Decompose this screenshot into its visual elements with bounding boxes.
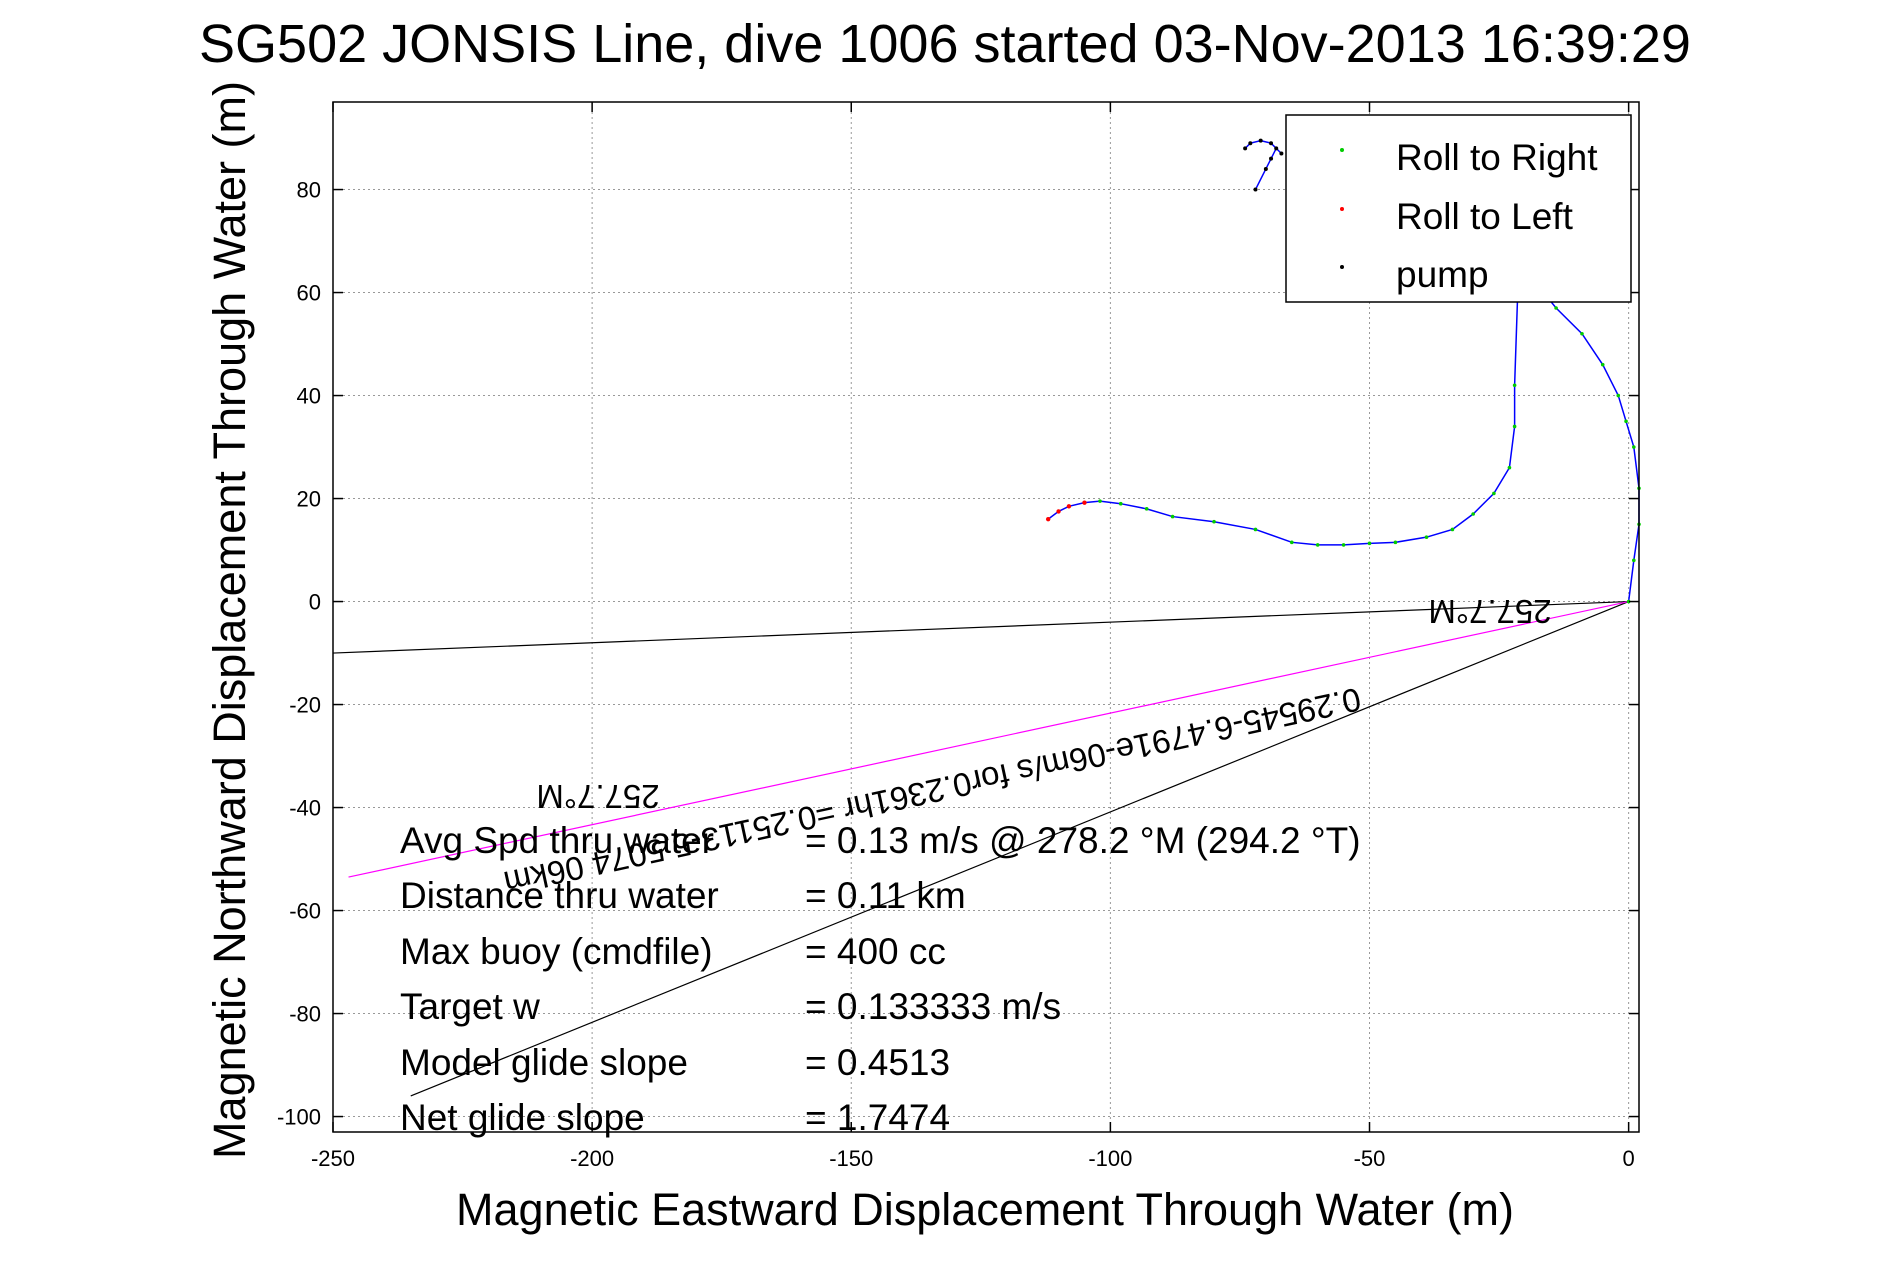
dive-track-line xyxy=(1047,230,1640,602)
roll-right-point xyxy=(1253,527,1258,532)
roll-left-point xyxy=(1066,504,1072,509)
track-markers xyxy=(1045,138,1641,604)
heading-label-right: 257.7°M xyxy=(1428,593,1551,630)
stat-value: = 400 cc xyxy=(805,931,946,972)
roll-right-point xyxy=(1632,445,1636,449)
y-tick-label: -40 xyxy=(289,796,321,821)
pump-point xyxy=(1263,166,1268,171)
legend-label: pump xyxy=(1396,254,1489,295)
roll-left-point xyxy=(1056,509,1061,514)
axes-box xyxy=(332,101,1640,1133)
roll-right-point xyxy=(1632,558,1636,563)
y-tick-label: -100 xyxy=(277,1105,321,1130)
roll-right-point xyxy=(1289,540,1294,545)
roll-right-point xyxy=(1554,306,1558,310)
stat-value: = 1.7474 xyxy=(805,1097,950,1138)
roll-right-point xyxy=(1315,543,1320,547)
roll-right-point xyxy=(1424,535,1429,539)
roll-right-point xyxy=(1616,393,1621,398)
y-tick-label: -20 xyxy=(289,693,321,718)
stat-value: = 0.4513 xyxy=(805,1042,950,1083)
y-tick-label: 80 xyxy=(297,178,321,203)
legend-label: Roll to Left xyxy=(1396,196,1574,237)
pump-point xyxy=(1243,146,1248,151)
roll-right-point xyxy=(1144,507,1149,511)
legend-label: Roll to Right xyxy=(1396,137,1598,178)
x-axis-label: Magnetic Eastward Displacement Through W… xyxy=(456,1184,1514,1235)
x-tick-label: -250 xyxy=(311,1146,355,1171)
axis-ticks: -250 -200 -150 -100 -50 0-100-80-60-40-200204… xyxy=(277,102,1639,1171)
roll-right-point xyxy=(1512,383,1517,388)
pump-point xyxy=(1279,151,1284,156)
chart-title: SG502 JONSIS Line, dive 1006 started 03-… xyxy=(199,14,1691,74)
legend-marker-roll-left xyxy=(1340,207,1344,211)
x-tick-label: 0 xyxy=(1623,1146,1635,1171)
track-lines xyxy=(332,139,1640,1097)
roll-right-point xyxy=(1450,527,1455,532)
roll-right-point xyxy=(1471,512,1475,516)
roll-right-point xyxy=(1600,362,1605,367)
heading-line xyxy=(410,600,1629,1097)
pump-point xyxy=(1248,141,1253,146)
pump-point xyxy=(1258,138,1263,143)
pump-point xyxy=(1269,156,1274,161)
stat-label: Net glide slope xyxy=(400,1097,645,1138)
stat-value: = 0.13 m/s @ 278.2 °M (294.2 °T) xyxy=(805,820,1361,861)
y-tick-label: 40 xyxy=(297,384,321,409)
y-axis-label: Magnetic Northward Displacement Through … xyxy=(204,81,255,1159)
x-tick-label: -200 xyxy=(570,1146,614,1171)
roll-right-point xyxy=(1624,419,1628,424)
x-tick-label: -150 xyxy=(829,1146,873,1171)
stat-label: Distance thru water xyxy=(400,875,719,916)
roll-right-point xyxy=(1367,541,1372,546)
roll-right-point xyxy=(1341,543,1346,547)
heading-label-left: 257.7°M xyxy=(536,778,659,815)
pump-point xyxy=(1269,141,1274,146)
roll-right-point xyxy=(1212,519,1216,524)
heading-line xyxy=(348,600,1629,878)
roll-right-point xyxy=(1393,540,1398,545)
y-tick-label: 0 xyxy=(309,590,321,615)
x-tick-label: -100 xyxy=(1088,1146,1132,1171)
dive-stats: Avg Spd thru water = 0.13 m/s @ 278.2 °M… xyxy=(400,820,1361,1138)
pump-point xyxy=(1253,187,1258,192)
roll-left-point xyxy=(1082,500,1087,505)
legend-marker-pump xyxy=(1340,265,1344,269)
roll-right-point xyxy=(1492,491,1496,496)
roll-right-point xyxy=(1626,599,1631,604)
stat-value: = 0.11 km xyxy=(805,875,966,916)
roll-left-point xyxy=(1045,516,1051,522)
roll-right-point xyxy=(1098,499,1102,503)
roll-right-point xyxy=(1580,331,1584,336)
roll-right-point xyxy=(1512,424,1517,429)
stat-label: Model glide slope xyxy=(400,1042,688,1083)
x-tick-label: -50 xyxy=(1354,1146,1386,1171)
roll-right-point xyxy=(1507,465,1512,470)
stat-label: Target w xyxy=(400,986,540,1027)
roll-right-point xyxy=(1170,514,1175,519)
y-tick-label: -80 xyxy=(289,1002,321,1027)
stat-label: Max buoy (cmdfile) xyxy=(400,931,713,972)
stat-value: = 0.133333 m/s xyxy=(805,986,1061,1027)
heading-line xyxy=(332,600,1629,654)
y-tick-label: 20 xyxy=(297,487,321,512)
legend: Roll to Right Roll to Left pump xyxy=(1285,114,1632,303)
stat-label: Avg Spd thru water xyxy=(400,820,714,861)
roll-right-point xyxy=(1118,501,1123,506)
pump-point xyxy=(1274,146,1279,151)
y-tick-label: -60 xyxy=(289,899,321,924)
legend-marker-roll-right xyxy=(1340,148,1344,152)
y-tick-label: 60 xyxy=(297,281,321,306)
